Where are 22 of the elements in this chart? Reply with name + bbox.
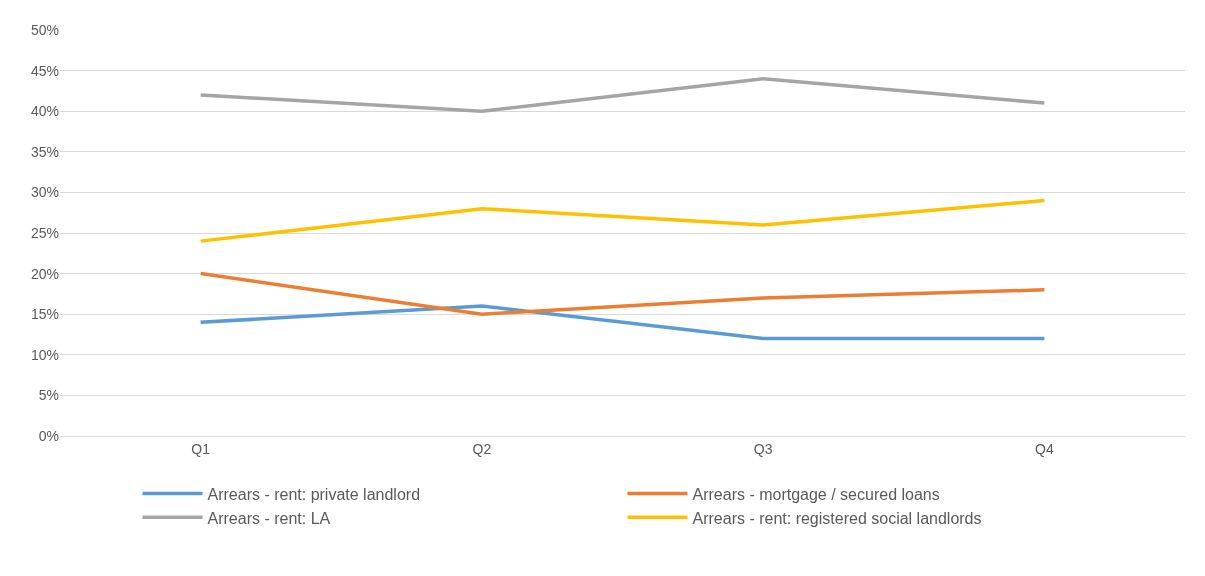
y-tick-label: 20% (30, 265, 59, 282)
y-tick-label: 0% (38, 427, 59, 444)
line-series (198, 198, 1047, 243)
y-tick-label: 40% (30, 103, 59, 120)
y-tick-label: 45% (30, 62, 59, 79)
y-tick-label: 50% (30, 21, 59, 38)
y-tick-label: 30% (30, 184, 59, 201)
legend-label: Arrears - mortgage / secured loans (692, 485, 940, 503)
legend-label: Arrears - rent: private landlord (207, 485, 421, 503)
x-tick-label: Q4 (1035, 440, 1054, 457)
x-tick-label: Q2 (472, 440, 492, 457)
line-series (198, 271, 1047, 316)
x-tick-label: Q1 (191, 440, 211, 457)
y-tick-label: 25% (30, 224, 59, 241)
y-tick-label: 15% (30, 306, 59, 323)
line-series (198, 76, 1047, 113)
x-tick-label: Q3 (753, 440, 773, 457)
y-tick-label: 5% (38, 387, 59, 404)
y-tick-label: 35% (30, 143, 59, 160)
y-tick-label: 10% (30, 346, 59, 363)
legend-label: Arrears - rent: registered social landlords (692, 509, 982, 527)
legend-label: Arrears - rent: LA (207, 509, 331, 527)
